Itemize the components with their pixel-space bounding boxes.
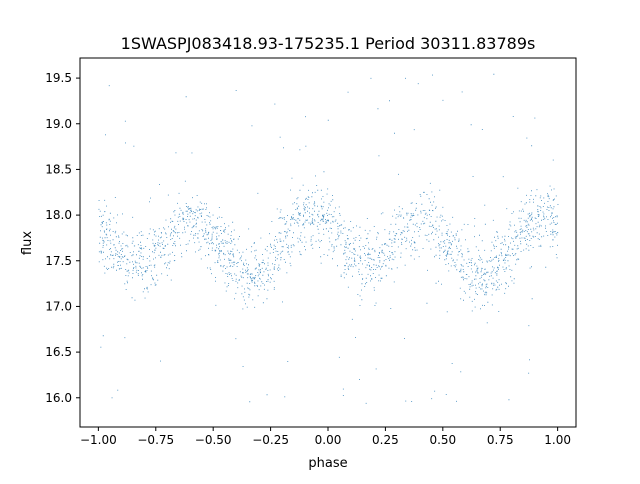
y-tick-label: 18.5 <box>45 162 72 176</box>
chart-title: 1SWASPJ083418.93-175235.1 Period 30311.8… <box>121 34 536 53</box>
y-axis-label: flux <box>20 231 35 255</box>
x-axis: −1.00 −0.75 −0.50 −0.25 0.00 0.25 0.50 0.75 1.00 <box>80 427 571 447</box>
x-tick-label: 0.50 <box>429 433 456 447</box>
y-tick-label: 16.5 <box>45 345 72 359</box>
x-tick-label: 0.25 <box>372 433 399 447</box>
x-tick-label: 1.00 <box>544 433 571 447</box>
x-tick-label: 0.00 <box>315 433 342 447</box>
y-axis: 16.0 16.5 17.0 17.5 18.0 18.5 19.0 19.5 <box>45 71 80 405</box>
y-tick-label: 17.0 <box>45 299 72 313</box>
x-tick-label: −0.50 <box>195 433 232 447</box>
y-tick-label: 19.5 <box>45 71 72 85</box>
y-tick-label: 17.5 <box>45 254 72 268</box>
y-tick-label: 19.0 <box>45 117 72 131</box>
x-tick-label: −0.25 <box>252 433 289 447</box>
x-tick-label: −0.75 <box>137 433 174 447</box>
x-axis-label: phase <box>308 456 347 471</box>
y-tick-label: 16.0 <box>45 391 72 405</box>
y-tick-label: 18.0 <box>45 208 72 222</box>
x-tick-label: 0.75 <box>487 433 514 447</box>
x-tick-label: −1.00 <box>80 433 117 447</box>
